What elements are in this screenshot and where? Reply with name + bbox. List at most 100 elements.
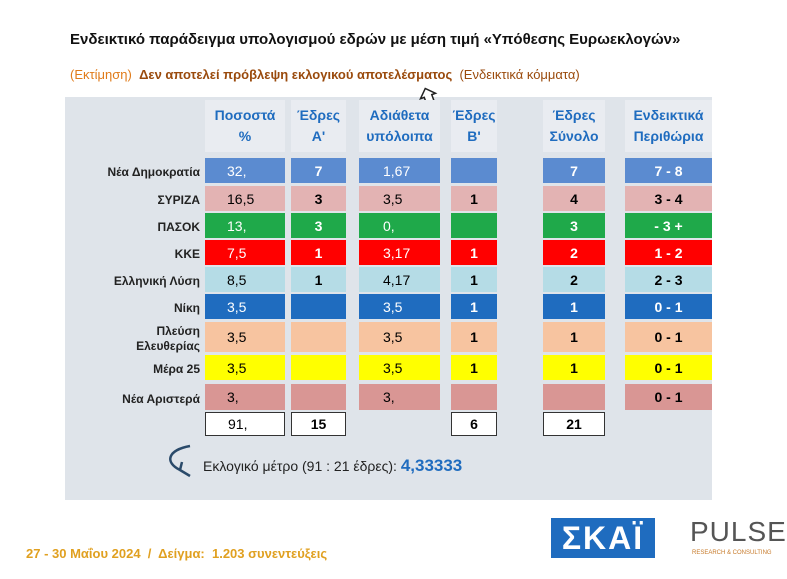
- header-line: Έδρες: [552, 107, 596, 123]
- cell: 3,: [359, 384, 440, 410]
- logo-skai: ΣΚΑΪ: [551, 518, 655, 558]
- subtitle-left: (Εκτίμηση): [70, 67, 132, 82]
- header-cell: Ενδεικτικά Περιθώρια: [625, 100, 712, 152]
- cell: 3: [543, 213, 605, 238]
- party-name: Μέρα 25: [60, 355, 200, 384]
- cell: 1: [451, 294, 497, 319]
- total-cell: 21: [543, 412, 605, 436]
- subtitle-right: (Ενδεικτικά κόμματα): [459, 67, 580, 82]
- cell: 2: [543, 267, 605, 292]
- party-name-line: Νέα Δημοκρατία: [107, 165, 200, 179]
- cell: 2: [543, 240, 605, 265]
- cell-value: 1: [470, 271, 478, 288]
- cell: 1: [451, 267, 497, 292]
- header-line: Αδιάθετα: [369, 107, 430, 123]
- cell: [291, 322, 346, 352]
- cell: 1: [291, 267, 346, 292]
- header-cell: Έδρες Β': [451, 100, 497, 152]
- footer-text: 27 - 30 Μαΐου 2024 / Δείγμα: 1.203 συνεν…: [26, 546, 328, 561]
- total-value: 91,: [228, 416, 248, 432]
- cell-value: 3: [314, 190, 323, 207]
- cell: [291, 355, 346, 380]
- total-cell: 15: [291, 412, 346, 436]
- cell-value: 3,5: [227, 298, 247, 315]
- cell-value: 13,: [227, 217, 247, 234]
- cell-value: 1: [314, 244, 323, 261]
- party-name: ΣΥΡΙΖΑ: [60, 186, 200, 215]
- cell: 0 - 1: [625, 322, 712, 352]
- total-value: 6: [470, 416, 478, 432]
- cell-value: 0 - 1: [654, 389, 683, 405]
- cell-value: 3: [570, 217, 578, 234]
- party-name-line: Νίκη: [173, 301, 200, 315]
- header-cell: Αδιάθετα υπόλοιπα: [359, 100, 440, 152]
- cell: 3,5: [359, 355, 440, 380]
- cell-value: 1: [570, 329, 578, 345]
- cell-value: 7: [570, 162, 578, 179]
- party-name-line: Πλεύση: [156, 324, 200, 338]
- header-cell: Έδρες Σύνολο: [543, 100, 605, 152]
- subtitle: (Εκτίμηση) Δεν αποτελεί πρόβλεψη εκλογικ…: [70, 52, 580, 82]
- cell: 3,17: [359, 240, 440, 265]
- cell: 1,67: [359, 158, 440, 183]
- cell-value: 3: [314, 217, 323, 234]
- cell: 1: [451, 186, 497, 211]
- header-cell: Ποσοστά%: [205, 100, 285, 152]
- cell-value: 32,: [227, 162, 247, 179]
- cell: [451, 213, 497, 238]
- logo-pulse-sub: RESEARCH & CONSULTING: [692, 550, 772, 556]
- cell-value: 1: [470, 329, 478, 345]
- cell-value: - 3 +: [654, 217, 683, 234]
- party-name: ΚΚΕ: [60, 240, 200, 269]
- cell-value: 0 - 1: [654, 359, 683, 376]
- cell-value: 3,: [383, 389, 395, 405]
- party-name: Νέα Αριστερά: [60, 384, 200, 414]
- header-line: Ποσοστά: [214, 107, 276, 123]
- cell: 3,5: [359, 186, 440, 211]
- cell-value: 4,17: [383, 271, 411, 288]
- cell: 1: [451, 240, 497, 265]
- header-line: Σύνολο: [549, 128, 599, 144]
- cell-value: 3,5: [383, 359, 403, 376]
- cell: 1: [543, 294, 605, 319]
- cell: 0 - 1: [625, 355, 712, 380]
- cell-value: 1: [570, 359, 578, 376]
- cell: 3: [291, 186, 346, 211]
- cell: 1: [543, 322, 605, 352]
- cell: 0,: [359, 213, 440, 238]
- party-name: ΠΑΣΟΚ: [60, 213, 200, 242]
- party-name: Νίκη: [60, 294, 200, 323]
- cell: [291, 294, 346, 319]
- formula-value: 4,33333: [400, 456, 463, 475]
- cell: 1: [451, 355, 497, 380]
- cell: 0 - 1: [625, 294, 712, 319]
- cell-value: 7,5: [227, 244, 247, 261]
- cell-value: 2: [570, 271, 578, 288]
- cell: 7: [543, 158, 605, 183]
- party-name: Νέα Δημοκρατία: [60, 158, 200, 187]
- cell-value: 16,5: [227, 190, 255, 207]
- cell: 3: [291, 213, 346, 238]
- cell: 7: [291, 158, 346, 183]
- cell-value: 3,17: [383, 244, 411, 261]
- cell-value: 1: [570, 298, 578, 315]
- cell: 3,5: [205, 355, 285, 380]
- logo-pulse: PULSE: [690, 516, 787, 547]
- party-name-line: Ελληνική Λύση: [113, 274, 200, 288]
- cell-value: 0 - 1: [654, 329, 683, 345]
- cell: 7 - 8: [625, 158, 712, 183]
- party-name-line: Ελευθερίας: [136, 339, 200, 353]
- cell-value: 3,: [227, 389, 239, 405]
- header-line: Α': [311, 128, 326, 144]
- total-value: 15: [310, 416, 327, 432]
- cell: 3,5: [359, 322, 440, 352]
- cell: 7,5: [205, 240, 285, 265]
- cell: 1: [543, 355, 605, 380]
- header-line: Ενδεικτικά: [633, 107, 704, 123]
- cell-value: 8,5: [227, 271, 247, 288]
- cell-value: 0,: [383, 217, 395, 234]
- header-line: Β': [467, 128, 481, 144]
- cell: 3,5: [205, 322, 285, 352]
- cell-value: 3,5: [383, 329, 403, 345]
- cell: 0 - 1: [625, 384, 712, 410]
